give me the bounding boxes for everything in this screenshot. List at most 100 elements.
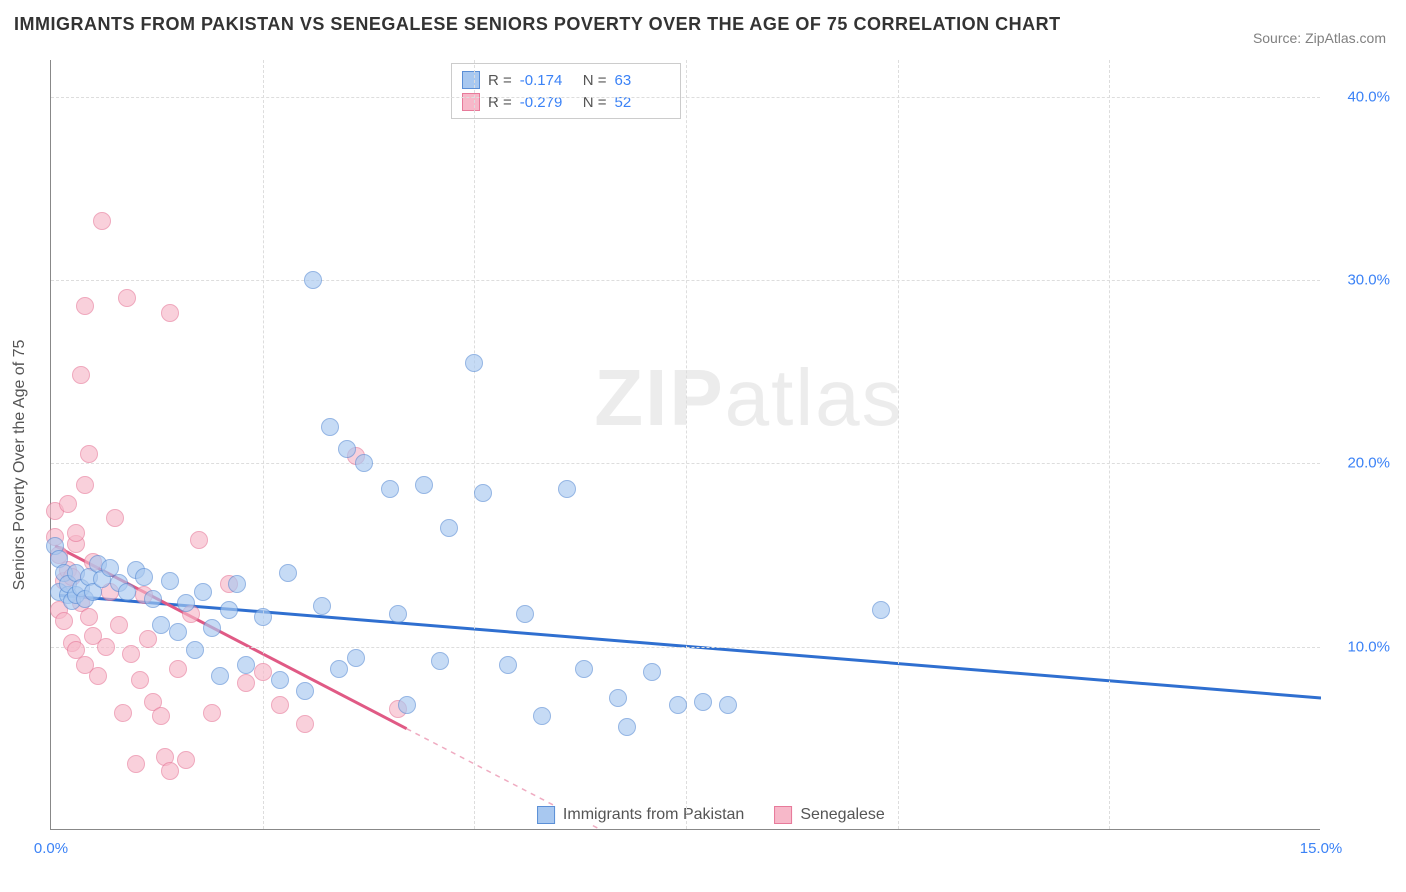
data-point <box>296 715 314 733</box>
data-point <box>355 454 373 472</box>
data-point <box>296 682 314 700</box>
data-point <box>118 289 136 307</box>
data-point <box>211 667 229 685</box>
data-point <box>338 440 356 458</box>
data-point <box>72 366 90 384</box>
data-point <box>89 667 107 685</box>
data-point <box>203 704 221 722</box>
data-point <box>474 484 492 502</box>
data-point <box>271 696 289 714</box>
data-point <box>398 696 416 714</box>
legend-swatch-senegalese <box>774 806 792 824</box>
legend-item-senegalese: Senegalese <box>774 806 885 824</box>
data-point <box>177 594 195 612</box>
data-point <box>127 755 145 773</box>
data-point <box>440 519 458 537</box>
data-point <box>203 619 221 637</box>
data-point <box>114 704 132 722</box>
legend-item-pakistan: Immigrants from Pakistan <box>537 806 744 824</box>
vgridline <box>474 60 475 829</box>
legend-label-pakistan: Immigrants from Pakistan <box>563 806 744 824</box>
data-point <box>161 572 179 590</box>
data-point <box>67 524 85 542</box>
stats-legend: R = -0.174 N = 63 R = -0.279 N = 52 <box>451 63 681 119</box>
data-point <box>152 707 170 725</box>
chart-area: Seniors Poverty Over the Age of 75 ZIPat… <box>50 60 1390 870</box>
data-point <box>110 616 128 634</box>
data-point <box>135 568 153 586</box>
data-point <box>55 612 73 630</box>
data-point <box>313 597 331 615</box>
data-point <box>618 718 636 736</box>
vgridline <box>898 60 899 829</box>
data-point <box>131 671 149 689</box>
data-point <box>93 212 111 230</box>
data-point <box>80 608 98 626</box>
x-tick-label: 15.0% <box>1300 840 1343 857</box>
data-point <box>237 674 255 692</box>
data-point <box>237 656 255 674</box>
data-point <box>719 696 737 714</box>
y-tick-label: 20.0% <box>1347 455 1390 472</box>
vgridline <box>263 60 264 829</box>
r-value-pakistan: -0.174 <box>520 72 575 89</box>
watermark: ZIPatlas <box>594 352 903 444</box>
data-point <box>220 601 238 619</box>
source-attribution: Source: ZipAtlas.com <box>1253 30 1386 46</box>
data-point <box>533 707 551 725</box>
chart-title: IMMIGRANTS FROM PAKISTAN VS SENEGALESE S… <box>14 14 1392 35</box>
data-point <box>389 605 407 623</box>
data-point <box>415 476 433 494</box>
vgridline <box>1109 60 1110 829</box>
data-point <box>694 693 712 711</box>
n-label: N = <box>583 72 607 89</box>
swatch-pakistan <box>462 71 480 89</box>
chart-container: IMMIGRANTS FROM PAKISTAN VS SENEGALESE S… <box>0 0 1406 892</box>
data-point <box>152 616 170 634</box>
legend-label-senegalese: Senegalese <box>800 806 885 824</box>
data-point <box>609 689 627 707</box>
data-point <box>76 476 94 494</box>
y-axis-label: Seniors Poverty Over the Age of 75 <box>11 340 29 591</box>
r-label: R = <box>488 72 512 89</box>
data-point <box>465 354 483 372</box>
data-point <box>347 649 365 667</box>
watermark-zip: ZIP <box>594 353 724 442</box>
data-point <box>122 645 140 663</box>
y-tick-label: 40.0% <box>1347 88 1390 105</box>
data-point <box>144 590 162 608</box>
x-tick-label: 0.0% <box>34 840 68 857</box>
data-point <box>321 418 339 436</box>
data-point <box>254 608 272 626</box>
data-point <box>558 480 576 498</box>
data-point <box>228 575 246 593</box>
data-point <box>59 495 77 513</box>
stats-row-pakistan: R = -0.174 N = 63 <box>462 69 670 91</box>
data-point <box>194 583 212 601</box>
data-point <box>118 583 136 601</box>
watermark-atlas: atlas <box>725 353 904 442</box>
data-point <box>254 663 272 681</box>
y-tick-label: 10.0% <box>1347 638 1390 655</box>
data-point <box>575 660 593 678</box>
series-legend: Immigrants from Pakistan Senegalese <box>529 806 893 824</box>
data-point <box>271 671 289 689</box>
data-point <box>80 445 98 463</box>
data-point <box>669 696 687 714</box>
data-point <box>643 663 661 681</box>
legend-swatch-pakistan <box>537 806 555 824</box>
n-value-pakistan: 63 <box>615 72 670 89</box>
data-point <box>186 641 204 659</box>
data-point <box>872 601 890 619</box>
data-point <box>304 271 322 289</box>
data-point <box>499 656 517 674</box>
data-point <box>161 762 179 780</box>
data-point <box>177 751 195 769</box>
data-point <box>431 652 449 670</box>
stats-row-senegalese: R = -0.279 N = 52 <box>462 91 670 113</box>
data-point <box>279 564 297 582</box>
data-point <box>169 660 187 678</box>
data-point <box>161 304 179 322</box>
data-point <box>330 660 348 678</box>
data-point <box>381 480 399 498</box>
